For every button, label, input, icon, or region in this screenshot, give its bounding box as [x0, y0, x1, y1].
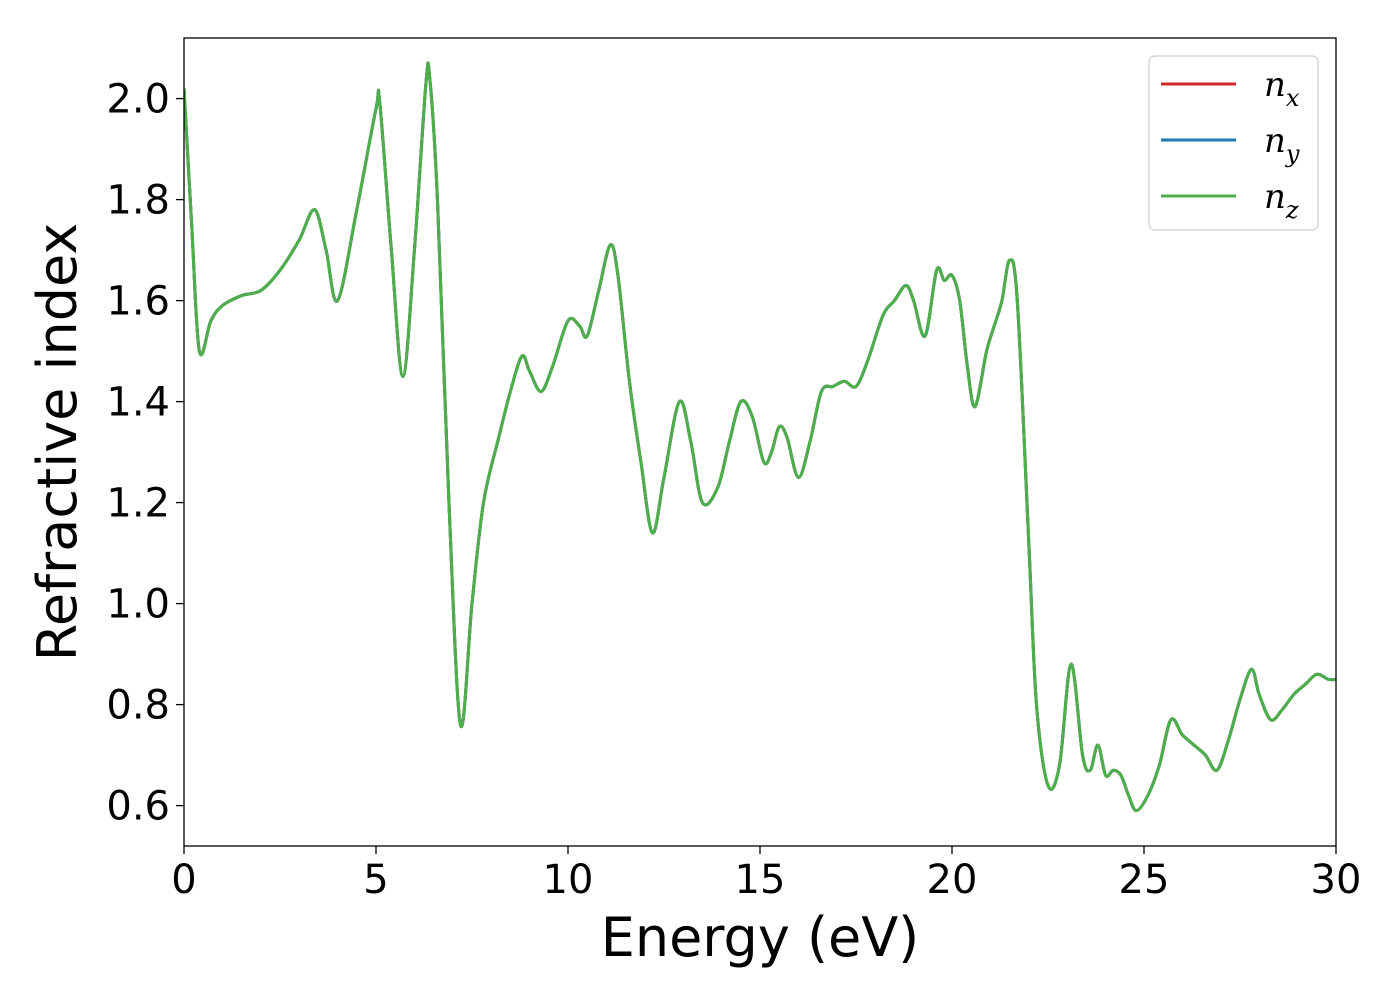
- y-tick-label: 0.6: [106, 784, 170, 830]
- x-tick-label: 20: [927, 857, 978, 903]
- legend-items: nx ny nz: [1161, 65, 1300, 224]
- y-axis-label: Refractive index: [26, 223, 89, 662]
- y-tick-label: 1.8: [106, 178, 170, 224]
- x-axis-label: Energy (eV): [601, 906, 920, 969]
- x-axis-ticks: 0 5 10 15 20 25 30: [171, 846, 1361, 903]
- legend-label: nx: [1264, 65, 1300, 112]
- legend: nx ny nz: [1148, 55, 1319, 231]
- x-tick-label: 25: [1119, 857, 1170, 903]
- series-layer: [184, 61, 1336, 813]
- x-tick-label: 30: [1311, 857, 1362, 903]
- y-tick-label: 1.0: [106, 582, 170, 628]
- y-tick-label: 2.0: [106, 77, 170, 123]
- x-tick-label: 15: [735, 857, 786, 903]
- legend-label: nz: [1264, 177, 1299, 224]
- y-tick-label: 1.2: [106, 481, 170, 527]
- y-tick-label: 1.4: [106, 380, 170, 426]
- y-tick-label: 1.6: [106, 279, 170, 325]
- x-tick-label: 0: [171, 857, 196, 903]
- y-tick-label: 0.8: [106, 683, 170, 729]
- x-tick-label: 10: [543, 857, 594, 903]
- x-tick-label: 5: [363, 857, 388, 903]
- legend-label: ny: [1264, 121, 1300, 168]
- y-axis-ticks: 0.6 0.8 1.0 1.2 1.4 1.6 1.8 2.0: [106, 77, 184, 830]
- legend-box: [1148, 55, 1319, 231]
- series-line-n-z: [184, 61, 1336, 813]
